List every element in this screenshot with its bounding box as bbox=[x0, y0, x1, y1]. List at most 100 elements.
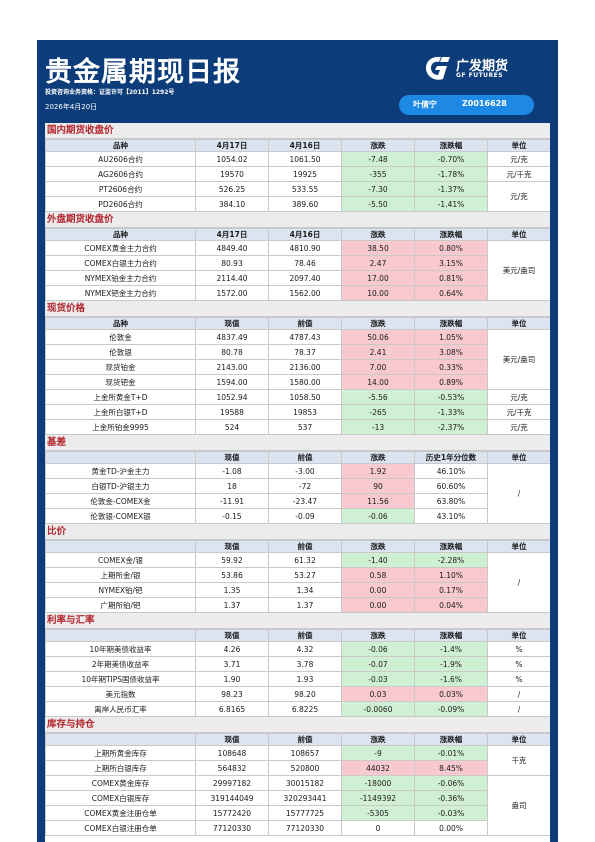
row-label: COMEX黄金库存 bbox=[45, 775, 196, 791]
unit-cell: / bbox=[487, 552, 550, 613]
value-cell: 1580.00 bbox=[268, 374, 342, 390]
column-header: 涨跌 bbox=[341, 451, 415, 464]
section-3: 基差 现值 前值 涨跌 历史1年分位数 单位 黄金TD-沪金主力 -1.08 -3.00 1.92… bbox=[45, 435, 550, 524]
value-cell: 77120330 bbox=[195, 820, 269, 836]
table-row: AG2606合约 19570 19925 -355 -1.78% 元/千克 bbox=[45, 166, 550, 182]
column-header: 单位 bbox=[487, 139, 550, 152]
section-title: 利率与汇率 bbox=[45, 613, 550, 629]
section-title: 国内期货收盘价 bbox=[45, 123, 550, 139]
table-row: NYMEX钯金主力合约 1572.00 1562.00 10.00 0.64% bbox=[45, 285, 551, 301]
value-cell: 2.41 bbox=[341, 344, 415, 360]
unit-cell: 元/克 bbox=[487, 181, 550, 212]
value-cell: 4849.40 bbox=[195, 240, 269, 256]
table-row: 伦敦金-COMEX金 -11.91 -23.47 11.56 63.80% bbox=[45, 493, 551, 509]
value-cell: 0.04% bbox=[414, 597, 488, 613]
column-header: 涨跌 bbox=[341, 540, 415, 553]
value-cell: 78.37 bbox=[268, 344, 342, 360]
row-label: 上期所金/银 bbox=[45, 567, 196, 583]
value-cell: 44032 bbox=[341, 760, 415, 776]
value-cell: -3.00 bbox=[268, 463, 342, 479]
value-cell: 1.93 bbox=[268, 671, 342, 687]
value-cell: 90 bbox=[341, 478, 415, 494]
value-cell: -1.37% bbox=[414, 181, 488, 197]
row-label: NYMEX铂/钯 bbox=[45, 582, 196, 598]
section-2: 现货价格 品种 现值 前值 涨跌 涨跌幅 单位 伦敦金 4837.49 4787.43 50.06 1… bbox=[45, 301, 550, 435]
value-cell: 4837.49 bbox=[195, 329, 269, 345]
row-label: 离岸人民币汇率 bbox=[45, 701, 196, 717]
value-cell: 533.55 bbox=[268, 181, 342, 197]
value-cell: 1058.50 bbox=[268, 389, 342, 405]
row-label: 现货铂金 bbox=[45, 359, 196, 375]
column-header: 4月17日 bbox=[195, 139, 269, 152]
value-cell: 63.80% bbox=[414, 493, 488, 509]
table-row: COMEX黄金库存 29997182 30015182 -18000 -0.06% 盎司 bbox=[45, 775, 550, 836]
section-title: 基差 bbox=[45, 435, 550, 451]
data-table: 现值 前值 涨跌 涨跌幅 单位 COMEX金/银 59.92 61.32 -1.40 -2.28%… bbox=[45, 540, 550, 613]
value-cell: 61.32 bbox=[268, 552, 342, 568]
value-cell: 0.03% bbox=[414, 686, 488, 702]
row-label: NYMEX钯金主力合约 bbox=[45, 285, 196, 301]
value-cell: 1.90 bbox=[195, 671, 269, 687]
row-label: 白银TD-沪银主力 bbox=[45, 478, 196, 494]
value-cell: -0.53% bbox=[414, 389, 488, 405]
column-header: 涨跌 bbox=[341, 733, 415, 746]
value-cell: 564832 bbox=[195, 760, 269, 776]
header-row: 品种 4月17日 4月16日 涨跌 涨跌幅 单位 bbox=[45, 139, 550, 152]
table-row: NYMEX铂金主力合约 2114.40 2097.40 17.00 0.81% bbox=[45, 270, 551, 286]
value-cell: 0.00 bbox=[341, 597, 415, 613]
value-cell: 520800 bbox=[268, 760, 342, 776]
value-cell: -0.70% bbox=[414, 151, 488, 167]
row-label: AG2606合约 bbox=[45, 166, 196, 182]
column-header: 前值 bbox=[268, 317, 342, 330]
value-cell: -2.37% bbox=[414, 419, 488, 435]
value-cell: -0.0060 bbox=[341, 701, 415, 717]
header-row: 现值 前值 涨跌 历史1年分位数 单位 bbox=[45, 451, 550, 464]
unit-cell: % bbox=[487, 656, 550, 672]
table-row: 黄金TD-沪金主力 -1.08 -3.00 1.92 46.10% / bbox=[45, 463, 550, 524]
table-row: 上金所铂金9995 524 537 -13 -2.37% 元/克 bbox=[45, 419, 550, 435]
row-label: 伦敦金-COMEX金 bbox=[45, 493, 196, 509]
data-table: 现值 前值 涨跌 历史1年分位数 单位 黄金TD-沪金主力 -1.08 -3.00 1.92 46… bbox=[45, 451, 550, 524]
row-label: COMEX黄金主力合约 bbox=[45, 240, 196, 256]
value-cell: 1.35 bbox=[195, 582, 269, 598]
value-cell: 15777725 bbox=[268, 805, 342, 821]
column-header: 历史1年分位数 bbox=[414, 451, 488, 464]
table-row: COMEX白银库存 319144049 320293441 -1149392 -0.36… bbox=[45, 790, 551, 806]
value-cell: 19570 bbox=[195, 166, 269, 182]
column-header: 涨跌幅 bbox=[414, 540, 488, 553]
value-cell: -1.41% bbox=[414, 196, 488, 212]
value-cell: 4.32 bbox=[268, 641, 342, 657]
row-label: 美元指数 bbox=[45, 686, 196, 702]
row-label: COMEX白银主力合约 bbox=[45, 255, 196, 271]
row-label: COMEX黄金注册仓单 bbox=[45, 805, 196, 821]
row-label: 10年期美债收益率 bbox=[45, 641, 196, 657]
column-header: 单位 bbox=[487, 540, 550, 553]
table-row: 伦敦金 4837.49 4787.43 50.06 1.05% 美元/盎司 bbox=[45, 329, 550, 390]
value-cell: 384.10 bbox=[195, 196, 269, 212]
value-cell: -0.03 bbox=[341, 671, 415, 687]
table-row: 10年期美债收益率 4.26 4.32 -0.06 -1.4%% bbox=[45, 641, 550, 657]
value-cell: 18 bbox=[195, 478, 269, 494]
value-cell: -0.09% bbox=[414, 701, 488, 717]
column-header: 涨跌幅 bbox=[414, 139, 488, 152]
value-cell: 320293441 bbox=[268, 790, 342, 806]
value-cell: 1562.00 bbox=[268, 285, 342, 301]
value-cell: -0.15 bbox=[195, 508, 269, 524]
value-cell: 1572.00 bbox=[195, 285, 269, 301]
value-cell: 6.8225 bbox=[268, 701, 342, 717]
column-header: 涨跌 bbox=[341, 139, 415, 152]
column-header: 单位 bbox=[487, 451, 550, 464]
license-text: 投资咨询业务资格：证监许可【2011】1292号 bbox=[45, 89, 175, 96]
value-cell: 17.00 bbox=[341, 270, 415, 286]
column-header: 4月17日 bbox=[195, 228, 269, 241]
table-row: 2年期美债收益率 3.71 3.78 -0.07 -1.9%% bbox=[45, 656, 550, 672]
data-table: 品种 4月17日 4月16日 涨跌 涨跌幅 单位 AU2606合约 1054.02 1061.5… bbox=[45, 139, 550, 212]
value-cell: 0.81% bbox=[414, 270, 488, 286]
value-cell: -11.91 bbox=[195, 493, 269, 509]
row-label: COMEX白银注册仓单 bbox=[45, 820, 196, 836]
unit-cell: 美元/盎司 bbox=[487, 240, 550, 301]
unit-cell: / bbox=[487, 701, 550, 717]
value-cell: 0 bbox=[341, 820, 415, 836]
table-row: PT2606合约 526.25 533.55 -7.30 -1.37% 元/克 bbox=[45, 181, 550, 212]
value-cell: 3.78 bbox=[268, 656, 342, 672]
